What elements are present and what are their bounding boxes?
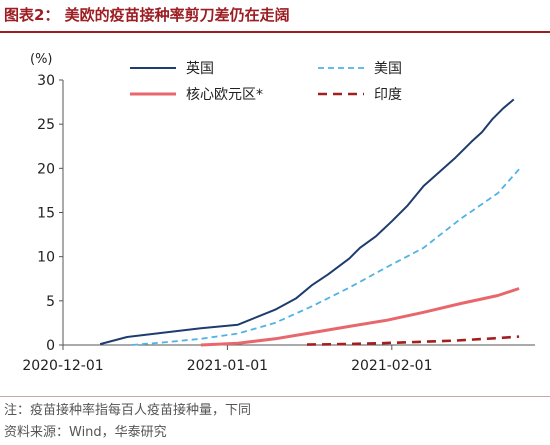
y-unit-label: (%) [30,52,53,67]
series-line-3 [200,287,520,347]
figure-note: 注：疫苗接种率指每百人疫苗接种量，下同 [4,403,252,418]
y-tick-label: 25 [37,117,55,133]
series-line-1 [99,98,515,346]
footer-rule [0,396,550,397]
y-tick-label: 20 [37,161,55,177]
x-tick-label: 2020-12-01 [22,358,103,374]
legend-label-2: 美国 [374,61,402,77]
axes: 0 5 10 15 20 25 30 2020-12-01 2021-01-01 2021-02-… [22,73,535,374]
y-tick-label: 30 [37,73,55,89]
legend-label-3: 核心欧元区* [186,87,263,103]
legend-label-1: 英国 [186,60,214,77]
series-line-2 [131,168,520,346]
title-rule [0,31,550,33]
x-tick-label: 2021-02-01 [351,358,432,374]
series-line-4 [306,335,520,346]
y-tick-label: 10 [37,250,55,266]
y-tick-label: 5 [46,294,55,310]
legend-label-4: 印度 [374,87,402,103]
series-group [99,98,520,347]
figure-source: 资料来源：Wind，华泰研究 [4,425,167,440]
y-tick-label: 0 [46,338,55,354]
figure-title: 图表2： 美欧的疫苗接种率剪刀差仍在走阔 [4,6,290,24]
y-tick-label: 15 [37,206,55,222]
x-tick-label: 2021-01-01 [187,358,268,374]
